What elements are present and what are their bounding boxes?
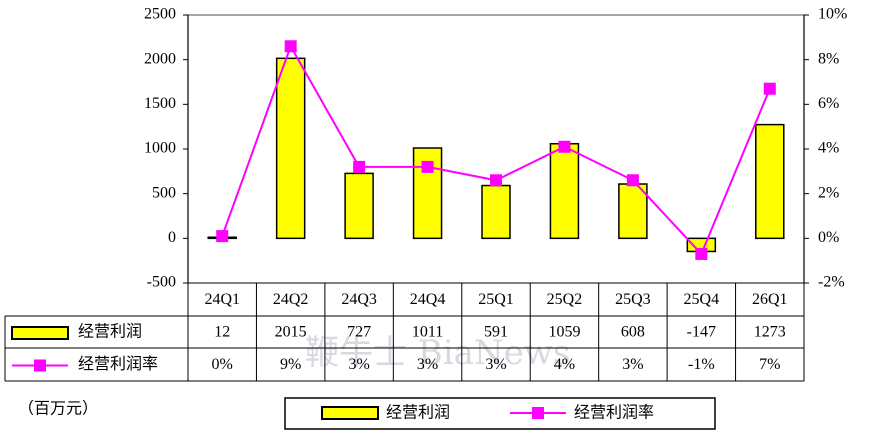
bar <box>344 172 374 240</box>
line-marker <box>353 160 366 173</box>
watermark: 鞭牛士 BiaNews <box>305 333 570 373</box>
table-value: 3% <box>485 356 506 373</box>
y-tick-label: 1500 <box>144 95 176 112</box>
x-tick-label: 24Q3 <box>341 291 377 308</box>
table-value: 3% <box>348 356 369 373</box>
x-tick-label: 25Q4 <box>684 291 720 308</box>
y2-tick-label: -2% <box>818 274 845 291</box>
table-value: 0% <box>212 356 233 373</box>
bar <box>275 57 306 240</box>
table-value: 1273 <box>754 324 786 341</box>
table-series-name: 经营利润率 <box>78 355 158 373</box>
table-value: 3% <box>417 356 438 373</box>
y2-tick-label: 0% <box>818 229 839 246</box>
unit-label: （百万元） <box>18 400 98 418</box>
y2-tick-label: 6% <box>818 95 839 112</box>
table-value: 3% <box>622 356 643 373</box>
bar <box>481 184 511 240</box>
legend-swatch <box>34 359 46 372</box>
line-marker <box>558 140 571 153</box>
table-value: 727 <box>347 324 371 341</box>
table-value: 1011 <box>412 324 443 341</box>
line-marker <box>490 174 502 187</box>
table-value: 1059 <box>548 324 580 341</box>
x-tick-label: 25Q3 <box>615 291 651 308</box>
y-tick-label: 0 <box>168 229 176 246</box>
line-marker <box>284 40 297 53</box>
line-marker <box>763 82 776 95</box>
legend-box <box>284 397 716 430</box>
x-tick-label: 25Q1 <box>478 291 514 308</box>
y-tick-label: -500 <box>147 274 176 291</box>
x-tick-label: 24Q1 <box>204 291 240 308</box>
table-value: 591 <box>484 324 508 341</box>
x-tick-label: 24Q2 <box>273 291 309 308</box>
bar <box>549 142 580 240</box>
table-value: 7% <box>759 356 780 373</box>
table-value: 2015 <box>275 324 307 341</box>
line-marker <box>421 160 434 173</box>
legend-swatch <box>11 326 69 340</box>
table-value: 4% <box>554 356 575 373</box>
x-tick-label: 25Q2 <box>547 291 583 308</box>
y-tick-label: 1000 <box>144 140 176 157</box>
y-tick-label: 2000 <box>144 50 176 67</box>
legend-swatch <box>321 406 379 420</box>
table-value: 12 <box>214 324 230 341</box>
table-value: -1% <box>688 356 715 373</box>
table-value: 9% <box>280 356 301 373</box>
table-series-name: 经营利润 <box>78 323 142 341</box>
x-tick-label: 24Q4 <box>410 291 446 308</box>
legend-swatch <box>532 407 544 419</box>
bar <box>618 183 648 240</box>
legend-label: 经营利润率 <box>574 404 654 422</box>
y2-tick-label: 2% <box>818 184 839 201</box>
y-tick-label: 2500 <box>144 6 176 23</box>
table-value: 608 <box>621 324 645 341</box>
bar <box>755 123 785 240</box>
y2-tick-label: 4% <box>818 140 839 157</box>
line-marker <box>695 247 708 260</box>
y-tick-label: 500 <box>152 184 176 201</box>
line-marker <box>626 174 639 187</box>
x-tick-label: 26Q1 <box>752 291 788 308</box>
y2-tick-label: 10% <box>818 6 847 23</box>
line-marker <box>216 230 229 243</box>
y2-tick-label: 8% <box>818 50 839 67</box>
table-value: -147 <box>687 324 716 341</box>
legend-label: 经营利润 <box>386 404 450 422</box>
